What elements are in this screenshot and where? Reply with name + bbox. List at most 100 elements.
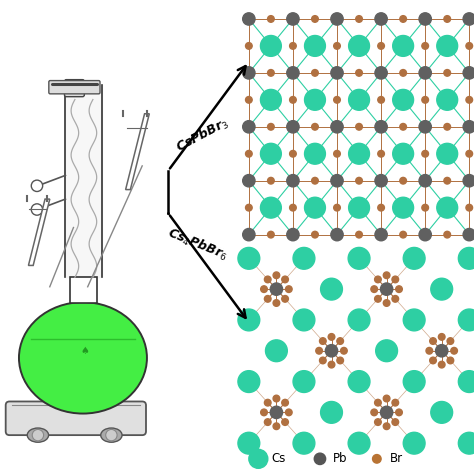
Circle shape bbox=[312, 16, 319, 22]
Circle shape bbox=[458, 371, 474, 392]
Circle shape bbox=[392, 90, 413, 110]
Circle shape bbox=[305, 143, 326, 164]
Circle shape bbox=[334, 43, 340, 49]
Circle shape bbox=[400, 70, 406, 76]
Circle shape bbox=[316, 347, 322, 354]
Circle shape bbox=[264, 419, 271, 425]
Circle shape bbox=[312, 231, 319, 238]
Circle shape bbox=[383, 395, 390, 402]
Circle shape bbox=[267, 231, 274, 238]
Polygon shape bbox=[126, 114, 149, 190]
Circle shape bbox=[243, 228, 255, 241]
Circle shape bbox=[392, 36, 413, 56]
Circle shape bbox=[334, 150, 340, 157]
Circle shape bbox=[293, 247, 315, 269]
Circle shape bbox=[287, 174, 299, 187]
Circle shape bbox=[438, 334, 445, 340]
Circle shape bbox=[383, 272, 390, 279]
Circle shape bbox=[400, 231, 406, 238]
Circle shape bbox=[422, 204, 428, 211]
Circle shape bbox=[458, 432, 474, 454]
Circle shape bbox=[437, 143, 457, 164]
Circle shape bbox=[463, 121, 474, 133]
Circle shape bbox=[437, 197, 457, 218]
Circle shape bbox=[287, 13, 299, 25]
Circle shape bbox=[305, 90, 326, 110]
Circle shape bbox=[444, 123, 450, 130]
Circle shape bbox=[337, 338, 344, 345]
Circle shape bbox=[267, 16, 274, 22]
Circle shape bbox=[238, 371, 260, 392]
Circle shape bbox=[246, 97, 252, 103]
Circle shape bbox=[273, 395, 280, 402]
Circle shape bbox=[375, 121, 387, 133]
Circle shape bbox=[431, 278, 453, 300]
Circle shape bbox=[356, 16, 362, 22]
Circle shape bbox=[282, 295, 288, 302]
Circle shape bbox=[381, 406, 393, 419]
Text: Pb: Pb bbox=[333, 452, 347, 465]
Circle shape bbox=[270, 406, 283, 419]
Circle shape bbox=[319, 357, 326, 364]
Circle shape bbox=[378, 97, 384, 103]
Circle shape bbox=[238, 432, 260, 454]
Circle shape bbox=[290, 43, 296, 49]
Circle shape bbox=[466, 43, 473, 49]
Circle shape bbox=[267, 177, 274, 184]
Circle shape bbox=[466, 150, 473, 157]
Circle shape bbox=[371, 409, 377, 416]
Circle shape bbox=[378, 150, 384, 157]
Circle shape bbox=[392, 197, 413, 218]
Circle shape bbox=[419, 13, 431, 25]
Circle shape bbox=[374, 400, 381, 406]
Circle shape bbox=[312, 177, 319, 184]
Circle shape bbox=[348, 143, 370, 164]
Circle shape bbox=[348, 36, 370, 56]
Circle shape bbox=[337, 357, 344, 364]
Circle shape bbox=[458, 247, 474, 269]
Circle shape bbox=[458, 309, 474, 331]
Circle shape bbox=[293, 432, 315, 454]
Circle shape bbox=[419, 121, 431, 133]
Circle shape bbox=[403, 371, 425, 392]
Circle shape bbox=[270, 283, 283, 295]
Circle shape bbox=[374, 419, 381, 425]
Polygon shape bbox=[28, 199, 50, 265]
Circle shape bbox=[444, 231, 450, 238]
Circle shape bbox=[285, 286, 292, 292]
Circle shape bbox=[463, 228, 474, 241]
Circle shape bbox=[320, 401, 342, 423]
Circle shape bbox=[392, 143, 413, 164]
Circle shape bbox=[238, 247, 260, 269]
Circle shape bbox=[243, 121, 255, 133]
Circle shape bbox=[383, 300, 390, 306]
Circle shape bbox=[466, 97, 473, 103]
Circle shape bbox=[287, 121, 299, 133]
FancyBboxPatch shape bbox=[64, 80, 84, 97]
Circle shape bbox=[371, 286, 377, 292]
Circle shape bbox=[356, 231, 362, 238]
Circle shape bbox=[403, 247, 425, 269]
Circle shape bbox=[243, 174, 255, 187]
Circle shape bbox=[305, 197, 326, 218]
Circle shape bbox=[264, 276, 271, 283]
Ellipse shape bbox=[100, 428, 122, 442]
Circle shape bbox=[466, 204, 473, 211]
Circle shape bbox=[328, 334, 335, 340]
Circle shape bbox=[290, 150, 296, 157]
Ellipse shape bbox=[27, 428, 49, 442]
Circle shape bbox=[400, 16, 406, 22]
Circle shape bbox=[438, 361, 445, 368]
Circle shape bbox=[419, 174, 431, 187]
Text: Br: Br bbox=[390, 452, 403, 465]
Circle shape bbox=[249, 449, 268, 468]
Circle shape bbox=[436, 345, 448, 357]
Circle shape bbox=[331, 67, 343, 79]
Circle shape bbox=[348, 247, 370, 269]
Circle shape bbox=[293, 371, 315, 392]
Circle shape bbox=[375, 174, 387, 187]
Circle shape bbox=[267, 123, 274, 130]
Circle shape bbox=[331, 13, 343, 25]
Circle shape bbox=[348, 309, 370, 331]
Circle shape bbox=[422, 97, 428, 103]
